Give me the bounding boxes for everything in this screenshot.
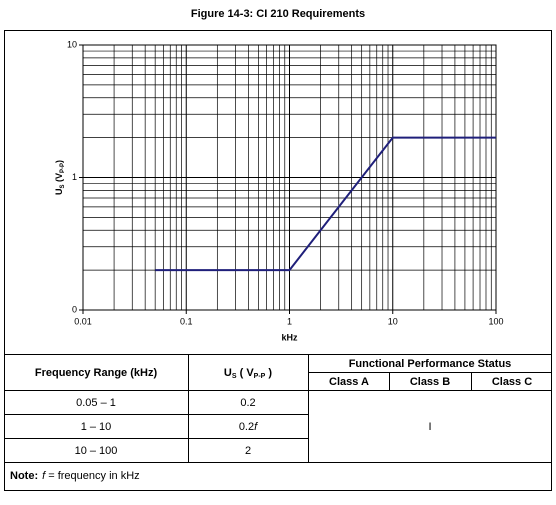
cell: 0.2 bbox=[240, 397, 255, 409]
cell: 10 – 100 bbox=[75, 445, 118, 457]
header-part: S bbox=[232, 373, 237, 380]
y-tick-label: 0 bbox=[72, 304, 77, 314]
y-axis-label: US (VP-P) bbox=[54, 160, 65, 195]
y-axis-label-part: P-P bbox=[60, 163, 66, 173]
cell-part: f bbox=[254, 421, 258, 433]
cell: 2 bbox=[245, 445, 251, 457]
chart: 0.01 0.1 1 10 100 0 1 10 kHz US (VP-P) bbox=[54, 39, 503, 342]
cell: 1 – 10 bbox=[81, 421, 112, 433]
data-line bbox=[155, 136, 496, 272]
x-tick-label: 100 bbox=[488, 316, 503, 326]
note-part: = frequency in kHz bbox=[45, 470, 139, 482]
header-part: ) bbox=[265, 367, 272, 379]
y-axis-label-part: S bbox=[60, 185, 66, 189]
table-text: Frequency Range (kHz) US ( VP-P ) Functi… bbox=[10, 358, 532, 482]
header-cell: Frequency Range (kHz) bbox=[35, 367, 158, 379]
y-axis-label-part: U bbox=[54, 189, 64, 196]
x-axis-label: kHz bbox=[281, 332, 298, 342]
note-part: f bbox=[42, 470, 46, 482]
y-axis-label-part: (V bbox=[54, 173, 64, 185]
plot-frame bbox=[82, 44, 497, 311]
x-tick-label: 1 bbox=[287, 316, 292, 326]
cell: 0.05 – 1 bbox=[76, 397, 116, 409]
header-cell: US ( VP-P ) bbox=[224, 367, 272, 380]
header-cell: Class B bbox=[410, 376, 450, 388]
header-part: ( V bbox=[237, 367, 255, 379]
x-tick-label: 10 bbox=[388, 316, 398, 326]
x-tick-label: 0.1 bbox=[180, 316, 193, 326]
y-tick-label: 1 bbox=[72, 172, 77, 182]
header-cell: Class C bbox=[492, 376, 532, 388]
cell: 0.2f bbox=[239, 421, 258, 433]
table bbox=[4, 354, 552, 463]
note: Note: f = frequency in kHz bbox=[10, 470, 140, 482]
note-part: Note: bbox=[10, 470, 38, 482]
y-tick-label: 10 bbox=[67, 39, 77, 49]
y-axis-label-part: ) bbox=[54, 160, 64, 163]
header-cell: Functional Performance Status bbox=[349, 358, 512, 370]
figure-title: Figure 14-3: CI 210 Requirements bbox=[191, 8, 365, 20]
header-part: U bbox=[224, 367, 232, 379]
header-part: P-P bbox=[254, 373, 266, 380]
x-tick-label: 0.01 bbox=[74, 316, 92, 326]
cell-part: 0.2 bbox=[239, 421, 254, 433]
cell: I bbox=[428, 421, 431, 433]
outer-frame bbox=[4, 30, 552, 491]
header-cell: Class A bbox=[329, 376, 369, 388]
